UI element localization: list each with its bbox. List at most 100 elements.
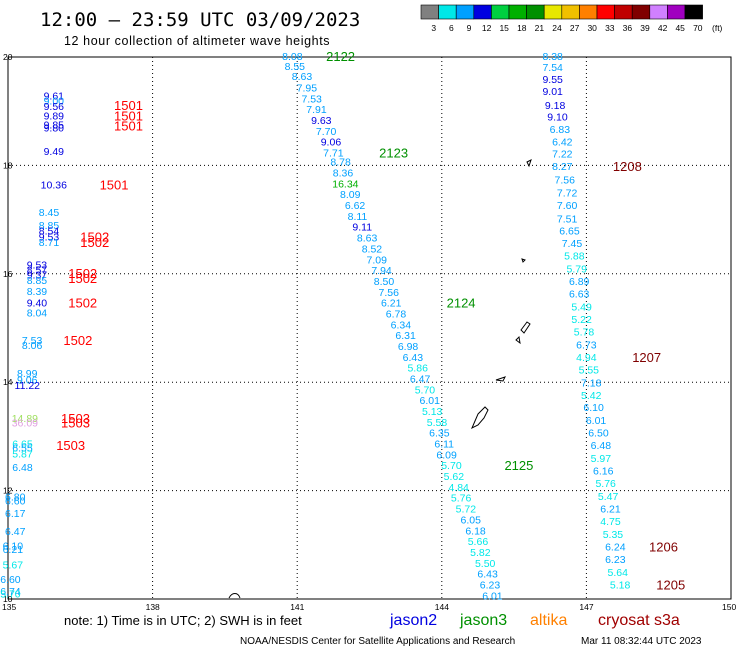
- wave-height-value: 8.63: [357, 233, 378, 245]
- wave-height-value: 9.85: [44, 119, 65, 131]
- scale-label: 18: [517, 23, 527, 33]
- scale-label: 24: [552, 23, 562, 33]
- wave-height-value: 6.60: [5, 495, 26, 507]
- axis-tick-labels: 135 138 141 144 147 150 10 12 14 16 18 20: [2, 52, 736, 612]
- wave-height-value: 8.06: [22, 340, 43, 352]
- north-island: [526, 159, 532, 168]
- wave-height-value: 6.09: [436, 449, 457, 461]
- wave-height-value: 5.82: [470, 547, 491, 559]
- wave-height-value: 5.49: [571, 301, 592, 313]
- wave-height-value: 6.43: [403, 352, 424, 364]
- scale-swatch: [491, 4, 510, 20]
- scale-unit: (ft): [712, 23, 723, 33]
- pass-number-label: 1501: [100, 177, 129, 192]
- scale-swatch: [631, 4, 651, 20]
- scale-swatch: [667, 4, 686, 20]
- rota-island: [495, 376, 506, 382]
- wave-height-value: 6.34: [391, 319, 412, 331]
- pass-number-label: 2122: [326, 49, 355, 64]
- wave-height-value: 8.08: [282, 51, 303, 63]
- pass-number-label: 1501: [114, 98, 143, 113]
- wave-height-value: 8.55: [285, 61, 306, 73]
- wave-height-value: 6.65: [559, 226, 580, 238]
- wave-height-value: 5.86: [407, 363, 428, 375]
- y-tick-label: 18: [3, 160, 13, 170]
- pass-number-label: 1502: [63, 333, 92, 348]
- wave-height-value: 6.01: [482, 590, 503, 602]
- wave-height-value: 8.78: [330, 157, 351, 169]
- legend-jason3: jason3: [459, 612, 507, 629]
- wave-height-value: 5.67: [3, 559, 24, 571]
- pass-number-label: 1503: [61, 411, 90, 426]
- scale-label: 36: [623, 23, 633, 33]
- x-tick-label: 147: [579, 602, 593, 612]
- pass-number-label: 1502: [80, 229, 109, 244]
- scale-label: 6: [449, 23, 454, 33]
- pass-number-label: 2124: [447, 296, 476, 311]
- wave-height-value: 6.21: [600, 504, 621, 516]
- wave-height-value: 5.97: [591, 453, 612, 465]
- wave-height-value: 8.57: [27, 265, 48, 277]
- wave-height-value: 6.23: [605, 554, 626, 566]
- wave-height-value: 7.51: [557, 214, 578, 226]
- scale-label: 39: [640, 23, 650, 33]
- wave-height-value: 6.42: [552, 137, 573, 149]
- scale-swatch: [561, 4, 580, 20]
- wave-height-value: 6.11: [434, 439, 454, 451]
- scale-swatch: [543, 4, 563, 20]
- wave-height-value: 7.91: [306, 104, 327, 116]
- scale-label: 3: [431, 23, 436, 33]
- pass-number-label: 1502: [68, 266, 97, 281]
- map-grid: [8, 57, 731, 599]
- wave-height-value: 9.01: [542, 86, 563, 98]
- wave-height-value: 9.63: [311, 115, 332, 127]
- wave-height-value: 6.21: [381, 298, 402, 310]
- wave-height-value: 6.80: [5, 492, 26, 504]
- wave-height-value: 6.31: [395, 330, 416, 342]
- wave-height-value: 6.74: [0, 586, 21, 598]
- tinian-island: [515, 335, 521, 345]
- wave-height-value: 5.70: [0, 589, 21, 601]
- wave-height-value: 5.35: [603, 529, 624, 541]
- scale-label: 21: [535, 23, 545, 33]
- wave-height-value: 6.05: [461, 514, 482, 526]
- wave-height-value: 6.43: [477, 569, 498, 581]
- map-frame: [7, 56, 732, 600]
- scale-swatch: [649, 4, 668, 20]
- wave-height-value: 7.56: [379, 287, 400, 299]
- scale-label: 9: [467, 23, 472, 33]
- pass-number-label: 1501: [114, 118, 143, 133]
- wave-height-value: 5.55: [579, 364, 600, 376]
- wave-height-value: 9.49: [44, 146, 65, 158]
- wave-height-value: 5.18: [610, 579, 631, 591]
- wave-height-value: 8.85: [27, 275, 48, 287]
- wave-height-value: 8.50: [374, 276, 395, 288]
- wave-height-value: 5.62: [444, 471, 465, 483]
- color-scale: 3 6 9 12 15 18 21 24 27 30 33 36 39 42 45 70 (ft): [420, 4, 723, 33]
- wave-height-value: 6.17: [5, 508, 26, 520]
- wave-height-value: 9.55: [542, 74, 563, 86]
- wave-height-value: 8.54: [39, 226, 60, 238]
- wave-height-value: 6.24: [605, 542, 626, 554]
- wave-height-value: 9.37: [27, 269, 48, 281]
- wave-height-value: 9.10: [547, 112, 568, 124]
- scale-swatch: [455, 4, 475, 20]
- footer-timestamp: Mar 11 08:32:44 UTC 2023: [581, 636, 702, 647]
- wave-height-value: 9.53: [39, 231, 60, 243]
- pass-number-label: 2125: [504, 458, 533, 473]
- pass-number-label: 1502: [68, 271, 97, 286]
- wave-height-value: 6.55: [12, 442, 33, 454]
- wave-height-value: 8.39: [27, 286, 48, 298]
- wave-height-value: 6.73: [576, 339, 597, 351]
- pass-number-label: 1206: [649, 540, 678, 555]
- wave-height-value: 6.21: [3, 544, 24, 556]
- pass-number-label: 1501: [114, 109, 143, 124]
- wave-height-value: 7.53: [22, 335, 43, 347]
- scale-swatch: [438, 4, 457, 20]
- pass-number-label: 1503: [61, 415, 90, 430]
- wave-height-value: 6.48: [12, 462, 33, 474]
- y-tick-label: 16: [3, 269, 13, 279]
- wave-height-value: 6.89: [569, 276, 590, 288]
- wave-height-points: 9.619.009.569.899.859.809.4910.368.458.8…: [0, 51, 630, 602]
- chart-subtitle: 12 hour collection of altimeter wave hei…: [64, 34, 330, 48]
